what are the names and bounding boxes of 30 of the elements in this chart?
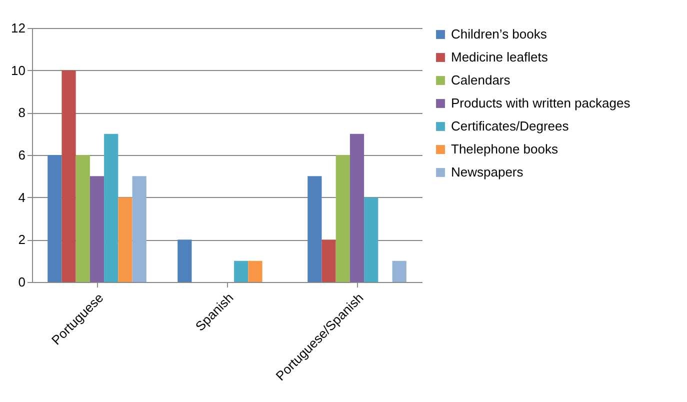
bar: [392, 260, 406, 282]
legend-label: Medicine leaflets: [451, 50, 548, 64]
y-tick-label: 8: [18, 105, 26, 120]
bar: [48, 155, 62, 282]
bar: [132, 176, 146, 282]
y-tick-label: 6: [18, 148, 26, 162]
bar: [322, 240, 336, 282]
legend-label: Products with written packages: [451, 96, 631, 110]
bar: [308, 176, 322, 282]
bar: [76, 155, 90, 282]
y-tick-label: 4: [18, 190, 26, 205]
bar: [90, 176, 104, 282]
bar: [248, 260, 262, 282]
y-tick-label: 10: [11, 62, 26, 78]
bar: [118, 197, 132, 282]
legend-label: Thelephone books: [451, 142, 558, 156]
bar: [104, 134, 118, 282]
bar: [350, 134, 364, 282]
y-tick-label: 0: [18, 274, 26, 290]
legend-label: Certificates/Degrees: [451, 118, 570, 134]
bar: [234, 260, 248, 282]
bar: [364, 197, 378, 282]
y-tick-label: 2: [18, 232, 26, 248]
bar: [336, 155, 350, 282]
bar: [62, 70, 76, 282]
y-tick-label: 12: [11, 20, 26, 36]
bar: [178, 240, 192, 282]
legend-label: Children’s books: [451, 26, 548, 42]
legend-label: Calendars: [451, 72, 511, 88]
legend-label: Newspapers: [451, 164, 524, 180]
